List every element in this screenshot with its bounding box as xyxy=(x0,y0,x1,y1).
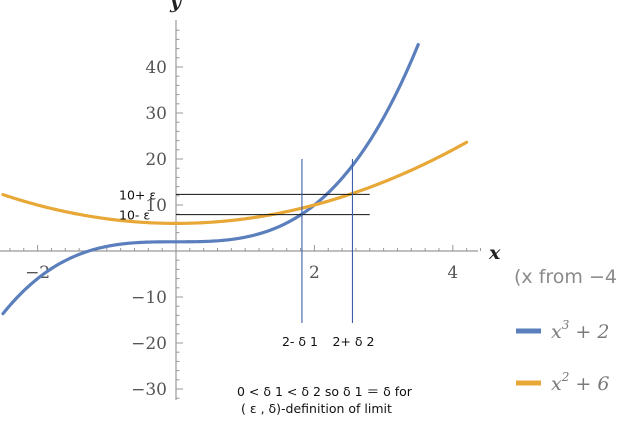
series-line-cubic xyxy=(1,42,420,316)
legend-label-quadratic: x2 + 6 xyxy=(551,370,609,395)
y-tick-label: 40 xyxy=(145,58,167,78)
delta-label-2: 2+ δ 2 xyxy=(332,334,374,349)
range-note: (x from −4 xyxy=(514,266,617,288)
x-tick-label: 4 xyxy=(447,263,458,283)
x-tick-label: −2 xyxy=(25,263,50,283)
legend-label-cubic-sup: 3 xyxy=(562,318,570,332)
y-tick-label: −20 xyxy=(131,334,167,354)
y-tick-label: 30 xyxy=(145,104,167,124)
x-tick-label: 2 xyxy=(309,263,320,283)
y-tick-label: −10 xyxy=(131,288,167,308)
note-line-1: 0 < δ 1 < δ 2 so δ 1 ＝ δ for xyxy=(237,384,413,399)
legend-label-cubic: x3 + 2 xyxy=(551,318,609,343)
x-axis-label: x xyxy=(488,242,501,264)
y-tick-label: 20 xyxy=(145,150,167,170)
series-line-quadratic xyxy=(1,140,469,225)
legend: x3 + 2 x2 + 6 xyxy=(516,318,609,395)
delta-label-1: 2- δ 1 xyxy=(282,334,318,349)
legend-label-cubic-base: x xyxy=(551,321,562,343)
legend-label-cubic-rest: + 2 xyxy=(569,321,609,343)
note-line-2: ( ε , δ)-definition of limit xyxy=(241,401,392,416)
y-axis-label: y xyxy=(169,0,183,13)
axes: −2 2 4 −30 −20 −10 10 20 30 40 xyxy=(0,20,481,400)
epsilon-delta-annotations: 10+ ε 10- ε 2- δ 1 2+ δ 2 xyxy=(119,159,374,349)
y-tick-label: −30 xyxy=(131,380,167,400)
curves xyxy=(1,42,469,316)
legend-label-quadratic-rest: + 6 xyxy=(569,373,609,395)
epsilon-label-2: 10- ε xyxy=(119,208,150,223)
legend-label-quadratic-sup: 2 xyxy=(561,370,570,384)
epsilon-label-1: 10+ ε xyxy=(119,187,156,202)
y-tick-label: 10 xyxy=(145,196,167,216)
legend-label-quadratic-base: x xyxy=(551,373,562,395)
